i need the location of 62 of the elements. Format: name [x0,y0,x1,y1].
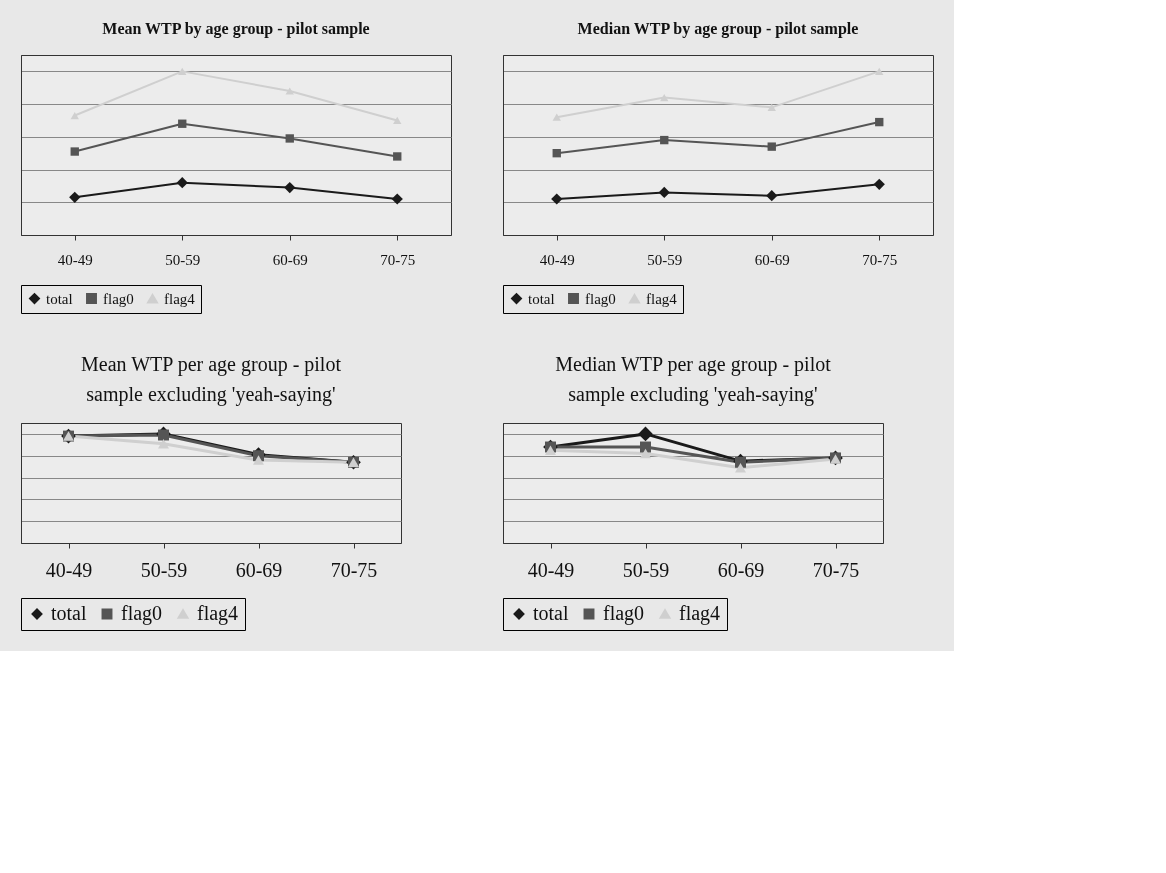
x-tick-label: 70-75 [862,251,898,268]
point [158,438,169,449]
point [545,445,556,456]
legend-label: total [51,602,87,624]
legend-label: total [533,602,569,624]
legend-label: flag0 [103,290,134,307]
x-tick-label: 70-75 [812,558,860,581]
x-tick-label: 40-49 [539,251,575,268]
point [875,117,884,127]
x-tick-label: 50-59 [165,251,201,268]
chart-title: Median WTP per age group - pilot sample excluding 'yeah-saying' [555,353,832,406]
x-tick-label: 60-69 [717,558,765,581]
point [284,181,296,194]
point [253,455,264,465]
point [70,147,79,156]
x-tick-label: 70-75 [380,251,416,268]
point [285,134,294,143]
x-tick-label: 70-75 [330,558,378,581]
legend-label: flag4 [679,602,721,625]
legend-label: flag4 [164,290,196,307]
x-tick-label: 50-59 [622,558,670,581]
x-tick-label: 40-49 [57,251,93,268]
legend-label: flag0 [603,602,645,625]
x-tick-label: 50-59 [140,558,188,581]
point [660,93,669,102]
x-tick-label: 50-59 [647,251,683,268]
point [660,135,669,145]
x-tick-label: 60-69 [754,251,790,268]
point [873,178,885,190]
point [393,152,402,161]
point [69,191,81,203]
point [285,87,294,95]
legend-label: flag4 [646,290,678,307]
point [638,426,653,442]
point [178,67,187,75]
x-tick-label: 40-49 [45,558,93,581]
legend-label: total [46,290,73,307]
point [766,190,778,202]
legend-label: total [528,290,555,307]
point [178,119,187,128]
point [875,67,884,75]
point [70,111,79,120]
legend-label: flag0 [121,602,163,625]
chart-title: Mean WTP by age group - pilot sample [102,20,370,38]
x-tick-label: 40-49 [527,558,575,581]
point [391,193,403,205]
chart-title: Median WTP by age group - pilot sample [577,20,859,38]
point [551,193,563,205]
point [393,116,402,125]
point [767,103,776,111]
point [552,113,561,121]
point [552,149,561,158]
x-tick-label: 60-69 [235,558,283,581]
point [176,177,188,189]
point [735,462,746,473]
legend-label: flag0 [585,290,616,307]
legend-label: flag4 [197,602,239,625]
point [658,186,670,199]
point [640,448,651,459]
x-tick-label: 60-69 [272,251,308,268]
chart-title: Mean WTP per age group - pilot sample excluding 'yeah-saying' [81,353,342,406]
point [767,142,776,151]
